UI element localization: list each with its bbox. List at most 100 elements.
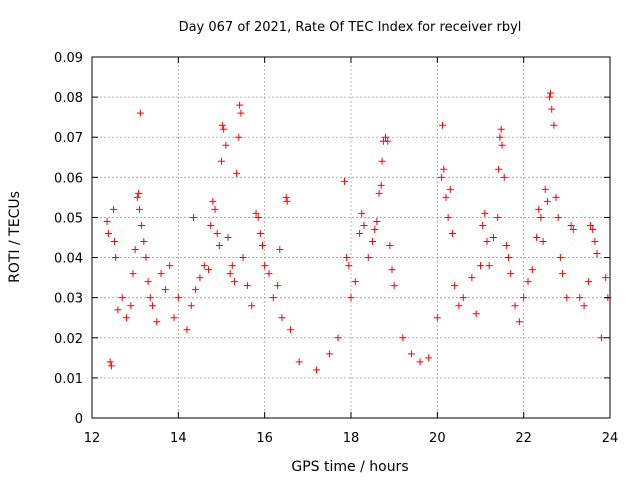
data-point: [382, 133, 390, 141]
y-tick-label: 0.03: [54, 292, 83, 307]
data-point: [485, 262, 493, 270]
data-point: [118, 294, 126, 302]
data-point: [528, 266, 536, 274]
data-point: [345, 262, 353, 270]
data-point: [377, 181, 385, 189]
data-point: [325, 350, 333, 358]
data-point: [146, 294, 154, 302]
data-point: [356, 229, 364, 237]
data-point: [483, 238, 491, 246]
data-point: [556, 254, 564, 262]
data-point: [269, 294, 277, 302]
data-point: [135, 205, 143, 213]
data-point: [433, 314, 441, 322]
data-point: [576, 294, 584, 302]
data-point: [580, 302, 588, 310]
data-point: [107, 362, 115, 370]
data-point: [114, 306, 122, 314]
data-point: [135, 189, 143, 197]
x-axis-title: GPS time / hours: [291, 459, 408, 475]
data-point: [390, 282, 398, 290]
data-point: [495, 165, 503, 173]
data-point: [591, 238, 599, 246]
data-point: [282, 193, 290, 201]
data-point: [593, 250, 601, 258]
data-point: [416, 358, 424, 366]
data-point: [265, 270, 273, 278]
data-point: [133, 193, 141, 201]
x-tick-label: 14: [170, 431, 187, 446]
data-point: [358, 209, 366, 217]
data-point: [371, 225, 379, 233]
data-point: [477, 262, 484, 270]
y-tick-label: 0.08: [54, 91, 83, 106]
data-point: [587, 221, 595, 229]
data-point: [274, 282, 282, 290]
x-tick-label: 22: [515, 431, 532, 446]
data-point: [161, 286, 169, 294]
x-tick-label: 18: [343, 431, 360, 446]
data-point: [183, 326, 191, 334]
data-point: [148, 302, 156, 310]
chart-title: Day 067 of 2021, Rate Of TEC Index for r…: [179, 20, 522, 35]
data-point: [144, 278, 152, 286]
data-point: [136, 109, 144, 117]
data-point: [189, 213, 197, 221]
data-point: [110, 238, 118, 246]
data-point: [451, 282, 459, 290]
data-point: [295, 358, 303, 366]
data-point: [127, 302, 135, 310]
data-point: [237, 109, 245, 117]
data-point: [166, 262, 174, 270]
data-point: [138, 221, 146, 229]
data-point: [106, 358, 114, 366]
y-tick-label: 0.02: [54, 332, 83, 347]
data-point: [550, 121, 558, 129]
data-point: [226, 270, 234, 278]
data-point: [351, 278, 359, 286]
data-point: [373, 217, 381, 225]
data-point: [278, 314, 286, 322]
data-point: [563, 294, 571, 302]
x-tick-label: 12: [84, 431, 101, 446]
y-tick-label: 0.05: [54, 211, 83, 226]
data-point: [341, 177, 349, 185]
data-point: [498, 141, 506, 149]
data-point: [233, 169, 241, 177]
data-point: [218, 121, 226, 129]
y-tick-label: 0.01: [54, 372, 83, 387]
data-point: [283, 197, 291, 205]
data-point: [442, 193, 450, 201]
data-point: [248, 302, 256, 310]
data-point: [259, 242, 267, 250]
y-tick-label: 0.04: [54, 252, 83, 267]
data-point: [567, 221, 575, 229]
y-tick-label: 0.07: [54, 131, 83, 146]
data-point: [584, 278, 592, 286]
data-point: [455, 302, 463, 310]
data-point: [589, 225, 597, 233]
data-point: [224, 234, 232, 241]
data-point: [192, 286, 200, 294]
y-tick-label: 0.06: [54, 171, 83, 186]
data-point: [459, 294, 467, 302]
data-point: [228, 262, 236, 270]
data-point: [243, 282, 251, 290]
data-point: [209, 197, 217, 205]
data-point: [494, 213, 502, 221]
data-point: [112, 254, 120, 262]
data-point: [360, 221, 368, 229]
data-point: [507, 270, 515, 278]
data-point: [131, 246, 139, 254]
data-point: [252, 209, 260, 217]
data-point: [369, 238, 377, 246]
data-point: [541, 185, 549, 193]
data-point: [187, 302, 195, 310]
data-point: [388, 266, 396, 274]
data-point: [261, 262, 269, 270]
data-point: [511, 302, 519, 310]
data-point: [552, 193, 560, 201]
data-point: [444, 213, 452, 221]
